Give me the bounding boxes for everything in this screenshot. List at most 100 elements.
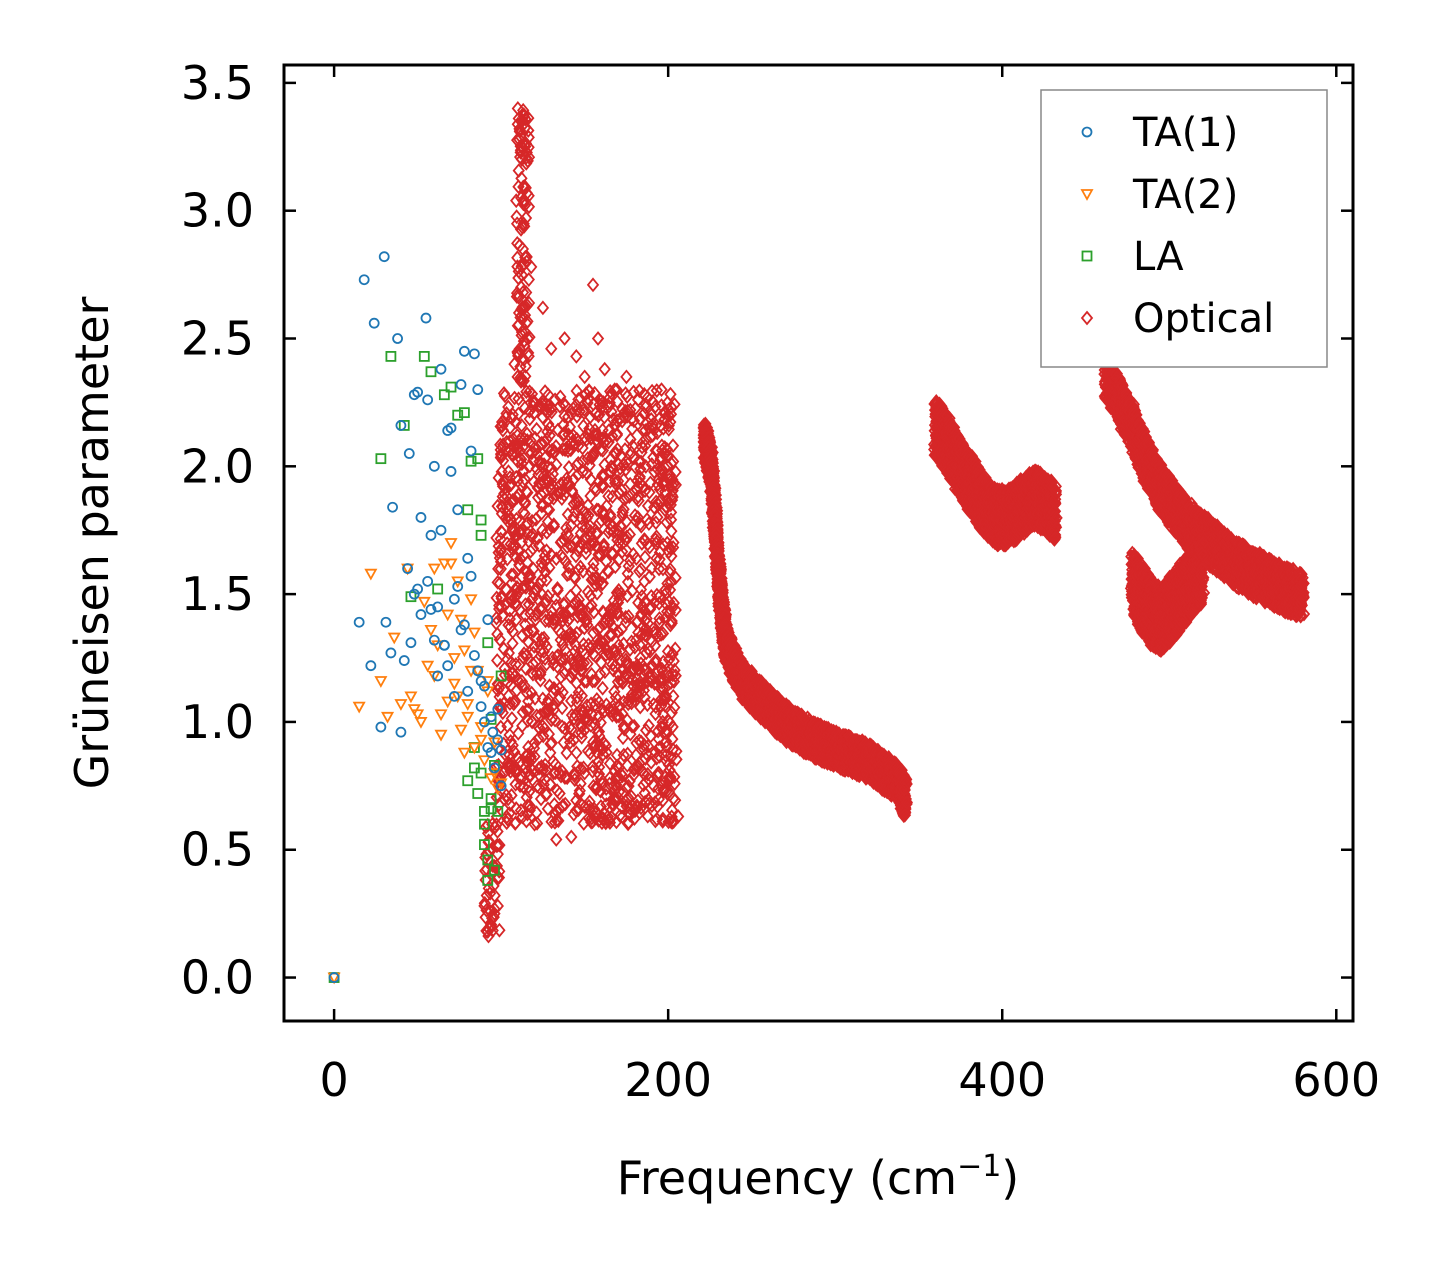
optical-cluster-point xyxy=(548,682,562,697)
optical-cluster-point xyxy=(494,419,507,434)
optical-cluster-point xyxy=(622,815,635,830)
optical-cluster-point xyxy=(523,384,536,400)
optical-cluster-point xyxy=(491,574,504,590)
optical-cluster-point xyxy=(625,634,638,650)
optical-cluster-point xyxy=(611,394,624,410)
optical-cluster-point xyxy=(653,748,666,764)
optical-cluster-point xyxy=(592,547,605,562)
optical-cluster-point xyxy=(597,468,610,484)
optical-cluster-point xyxy=(643,670,656,686)
optical-cluster-point xyxy=(656,814,669,829)
optical-cluster-point xyxy=(640,746,653,762)
optical-cluster-point xyxy=(557,596,570,612)
optical-cluster-point xyxy=(541,404,554,420)
optical-cluster-point xyxy=(501,502,514,517)
optical-cluster-point xyxy=(574,703,587,719)
optical-cluster-point xyxy=(537,497,550,513)
optical-cluster-point xyxy=(497,736,510,752)
optical-cluster-point xyxy=(599,787,613,803)
optical-cluster-point xyxy=(500,809,514,825)
optical-cluster-point xyxy=(506,636,519,651)
optical-cluster-point xyxy=(508,694,521,710)
optical-cluster-point xyxy=(583,384,596,399)
optical-cluster-point xyxy=(589,427,603,443)
optical-cluster-point xyxy=(528,735,541,751)
optical-cluster-point xyxy=(582,810,595,826)
optical-cluster-point xyxy=(539,613,552,629)
optical-cluster-point xyxy=(560,520,573,536)
optical-cluster-point xyxy=(621,574,635,590)
optical-cluster-point xyxy=(561,528,575,544)
optical-cluster-point xyxy=(507,567,520,583)
optical-cluster-point xyxy=(516,718,529,734)
optical-cluster-point xyxy=(568,766,581,781)
optical-cluster-point xyxy=(649,494,663,510)
optical-cluster-point xyxy=(548,712,562,728)
optical-cluster-point xyxy=(661,576,674,591)
optical-cluster-point xyxy=(659,734,673,749)
optical-cluster-point xyxy=(556,763,569,779)
optical-cluster-point xyxy=(508,548,521,564)
optical-cluster-point xyxy=(492,561,505,577)
optical-cluster-point xyxy=(511,454,524,469)
optical-cluster-point xyxy=(514,803,528,818)
optical-cluster-point xyxy=(508,444,521,460)
optical-cluster-point xyxy=(506,492,519,508)
optical-cluster-point xyxy=(575,688,588,704)
optical-cluster-point xyxy=(597,537,611,553)
optical-cluster-point xyxy=(611,647,624,663)
optical-cluster-point xyxy=(535,505,548,521)
optical-cluster-point xyxy=(625,411,638,427)
optical-cluster-point xyxy=(492,677,505,693)
optical-cluster-point xyxy=(553,765,566,781)
optical-cluster-point xyxy=(587,604,600,620)
optical-cluster-point xyxy=(542,398,555,414)
optical-cluster-point xyxy=(493,632,507,648)
optical-cluster-point xyxy=(636,435,649,451)
optical-cluster-point xyxy=(494,561,507,577)
optical-cluster-point xyxy=(656,537,670,552)
optical-cluster-point xyxy=(558,408,571,424)
optical-cluster-point xyxy=(652,731,665,747)
optical-cluster-point xyxy=(614,461,627,476)
optical-cluster-point xyxy=(523,767,537,783)
optical-cluster-point xyxy=(522,139,535,155)
optical-cluster-point xyxy=(667,595,680,611)
optical-cluster-point xyxy=(510,598,523,613)
optical-cluster-point xyxy=(655,691,668,707)
optical-cluster-point xyxy=(606,657,619,672)
optical-cluster-point xyxy=(494,719,507,735)
optical-cluster-point xyxy=(542,416,555,432)
optical-cluster-point xyxy=(591,427,604,443)
optical-cluster-point xyxy=(505,575,518,591)
optical-cluster-point xyxy=(524,433,537,449)
optical-cluster-point xyxy=(634,582,648,597)
optical-cluster-point xyxy=(578,673,591,689)
optical-cluster-point xyxy=(499,410,512,425)
optical-cluster-point xyxy=(557,428,570,443)
optical-cluster-point xyxy=(488,901,501,917)
optical-cluster-point xyxy=(621,456,634,472)
optical-cluster-point xyxy=(595,634,608,650)
optical-cluster-point xyxy=(549,591,562,607)
optical-cluster-point xyxy=(665,705,678,721)
optical-cluster-point xyxy=(505,567,518,583)
optical-cluster-point xyxy=(628,508,642,523)
optical-cluster-point xyxy=(512,406,525,422)
optical-cluster-point xyxy=(496,489,509,505)
optical-cluster-point xyxy=(511,116,524,132)
optical-cluster-point xyxy=(603,614,616,630)
optical-cluster-point xyxy=(656,462,669,478)
optical-cluster-point xyxy=(535,572,548,588)
optical-cluster-point xyxy=(516,649,530,665)
optical-cluster-point xyxy=(665,523,678,539)
optical-cluster-point xyxy=(576,440,589,456)
optical-cluster-point xyxy=(566,665,579,681)
optical-cluster-point xyxy=(511,369,524,385)
optical-cluster-point xyxy=(504,587,518,603)
optical-cluster-point xyxy=(590,585,604,601)
optical-cluster-point xyxy=(631,509,644,525)
optical-cluster-point xyxy=(495,414,509,430)
optical-cluster-point xyxy=(577,637,590,652)
optical-cluster-point xyxy=(536,396,549,412)
